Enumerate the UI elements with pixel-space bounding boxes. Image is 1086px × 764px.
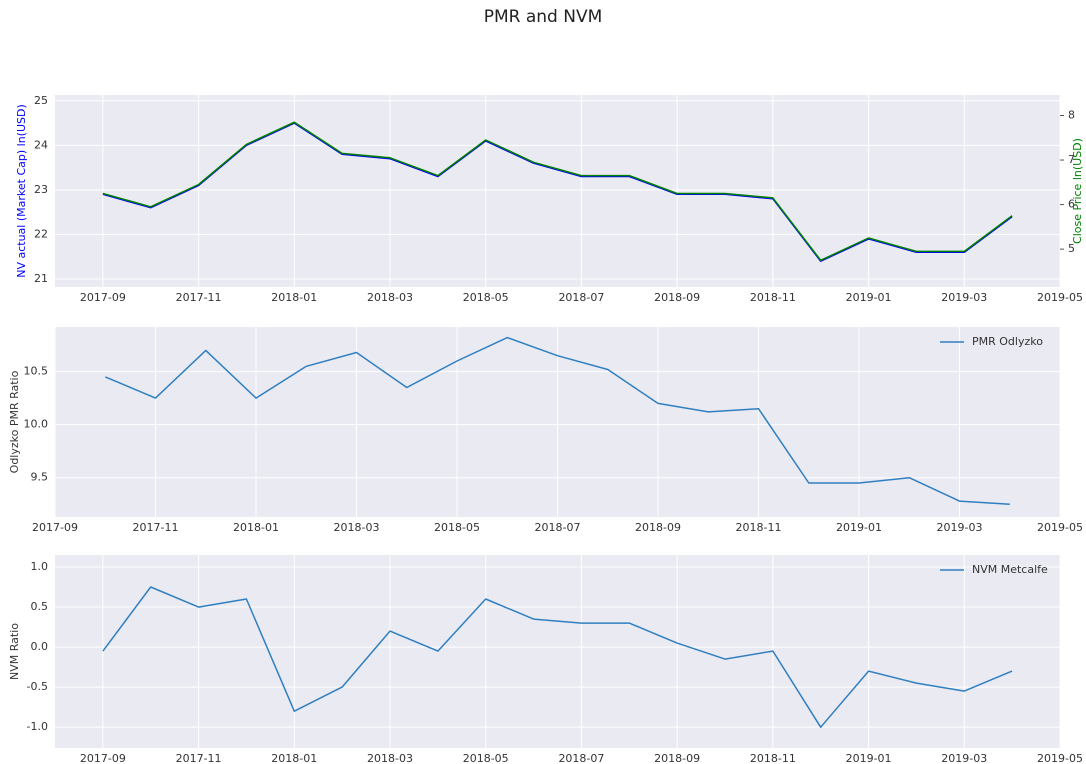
y-axis-label: Odlyzko PMR Ratio bbox=[8, 370, 21, 473]
x-tick-label: 2017-09 bbox=[80, 752, 126, 764]
x-tick-label: 2018-11 bbox=[750, 752, 796, 764]
y-tick-label: 22 bbox=[34, 227, 48, 240]
figure-title: PMR and NVM bbox=[484, 7, 603, 27]
plot-area bbox=[55, 555, 1060, 748]
x-tick-label: 2017-09 bbox=[80, 291, 126, 304]
x-tick-label: 2019-05 bbox=[1037, 291, 1083, 304]
y2-tick-label: 6 bbox=[1068, 198, 1075, 211]
x-tick-label: 2019-05 bbox=[1037, 521, 1083, 534]
x-tick-label: 2018-03 bbox=[367, 752, 413, 764]
x-tick-label: 2018-01 bbox=[233, 521, 279, 534]
y-tick-label: 10.5 bbox=[24, 365, 49, 378]
y2-tick-label: 8 bbox=[1068, 108, 1075, 121]
x-tick-label: 2019-01 bbox=[846, 752, 892, 764]
y-tick-label: 0.5 bbox=[31, 600, 49, 613]
x-tick-label: 2018-09 bbox=[635, 521, 681, 534]
data-line bbox=[102, 122, 1013, 262]
x-tick-label: 2018-05 bbox=[463, 752, 509, 764]
y2-axis-label: Close Price ln(USD) bbox=[1071, 138, 1084, 244]
data-line bbox=[105, 336, 1010, 506]
x-tick-label: 2018-11 bbox=[750, 291, 796, 304]
y-tick-label: 1.0 bbox=[31, 560, 49, 573]
y-tick-label: 25 bbox=[34, 94, 48, 107]
x-tick-label: 2018-07 bbox=[535, 521, 581, 534]
data-line bbox=[102, 121, 1013, 262]
y2-tick-label: 5 bbox=[1068, 242, 1075, 255]
x-tick-label: 2019-03 bbox=[941, 752, 987, 764]
x-tick-label: 2019-03 bbox=[937, 521, 983, 534]
x-tick-label: 2017-11 bbox=[176, 752, 222, 764]
x-tick-label: 2018-03 bbox=[367, 291, 413, 304]
x-tick-label: 2018-09 bbox=[654, 752, 700, 764]
x-tick-label: 2017-11 bbox=[133, 521, 179, 534]
y-tick-label: -1.0 bbox=[27, 720, 48, 733]
x-tick-label: 2017-09 bbox=[32, 521, 78, 534]
x-tick-label: 2018-07 bbox=[558, 752, 604, 764]
y-tick-label: -0.5 bbox=[27, 680, 48, 693]
data-line bbox=[102, 586, 1013, 728]
x-tick-label: 2019-01 bbox=[846, 291, 892, 304]
x-tick-label: 2018-05 bbox=[463, 291, 509, 304]
x-tick-label: 2018-09 bbox=[654, 291, 700, 304]
x-tick-label: 2019-03 bbox=[941, 291, 987, 304]
y-tick-label: 9.5 bbox=[31, 471, 49, 484]
y-axis-label: NV actual (Market Cap) ln(USD) bbox=[15, 104, 28, 278]
x-tick-label: 2017-11 bbox=[176, 291, 222, 304]
y2-tick-label: 7 bbox=[1068, 153, 1075, 166]
plot-area bbox=[55, 95, 1060, 287]
y-tick-label: 24 bbox=[34, 138, 48, 151]
x-tick-label: 2018-01 bbox=[271, 291, 317, 304]
y-tick-label: 21 bbox=[34, 272, 48, 285]
legend-label: NVM Metcalfe bbox=[972, 563, 1048, 576]
y-tick-label: 23 bbox=[34, 183, 48, 196]
x-tick-label: 2018-01 bbox=[271, 752, 317, 764]
x-tick-label: 2019-01 bbox=[836, 521, 882, 534]
y-tick-label: 10.0 bbox=[24, 418, 49, 431]
y-tick-label: 0.0 bbox=[31, 640, 49, 653]
x-tick-label: 2018-07 bbox=[558, 291, 604, 304]
x-tick-label: 2019-05 bbox=[1037, 752, 1083, 764]
y-axis-label: NVM Ratio bbox=[8, 623, 21, 680]
x-tick-label: 2018-11 bbox=[736, 521, 782, 534]
x-tick-label: 2018-03 bbox=[334, 521, 380, 534]
legend-label: PMR Odlyzko bbox=[972, 335, 1043, 348]
x-tick-label: 2018-05 bbox=[434, 521, 480, 534]
